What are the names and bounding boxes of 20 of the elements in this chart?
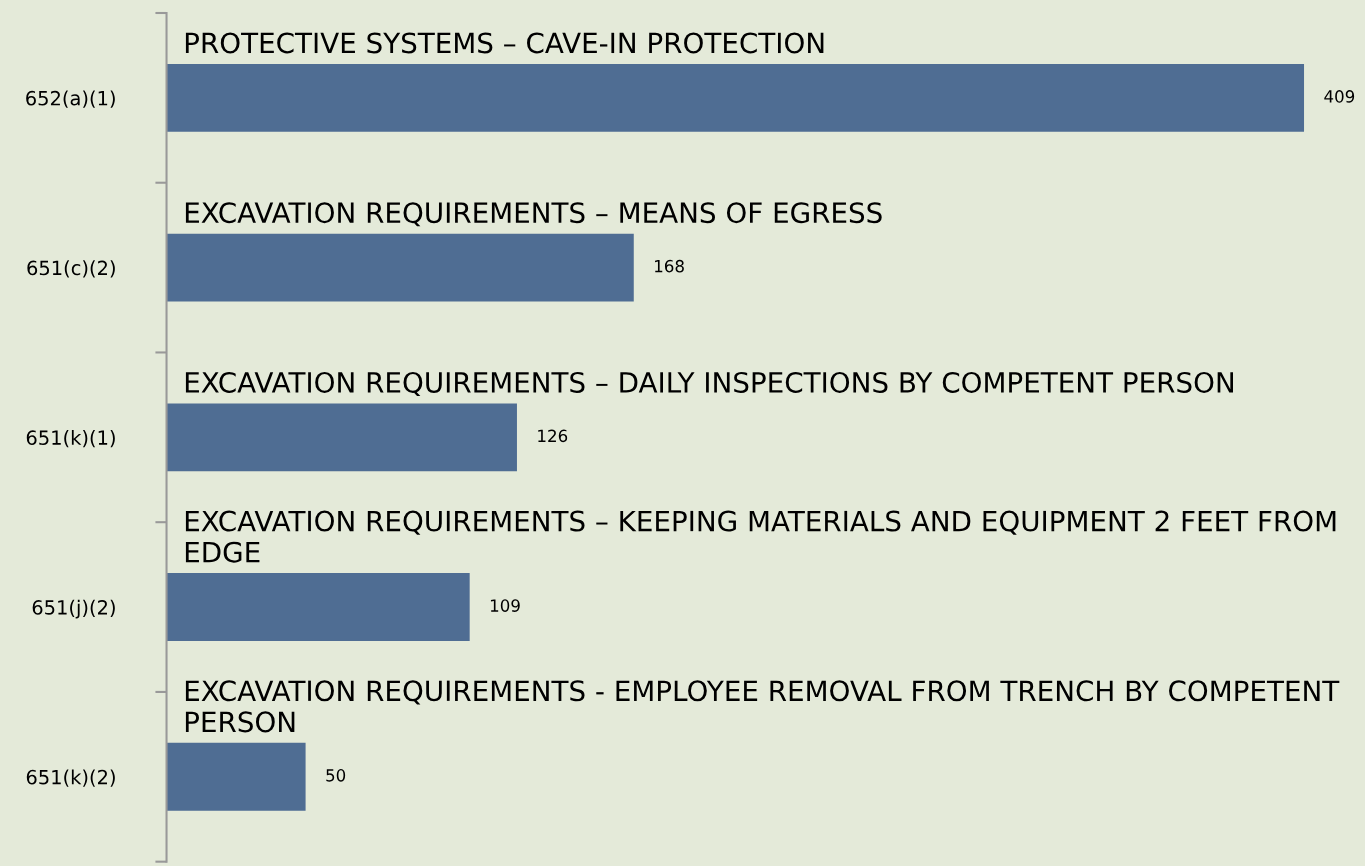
y-tick-label: 651(c)(2) [27, 260, 115, 278]
y-tick-label: 651(j)(2) [32, 599, 115, 619]
y-tick-label: 652(a)(1) [26, 90, 115, 108]
y-tick-label: 651(k)(2) [26, 769, 115, 787]
data-label: 50 [326, 769, 346, 782]
annotation: EXCAVATION REQUIREMENTS - EMPLOYEE REMOVAL FROM TRENCH BY COMPETENT PERSON [185, 680, 1340, 733]
data-label: 409 [1324, 90, 1355, 103]
bar [166, 403, 517, 472]
annotation: EXCAVATION REQUIREMENTS – DAILY INSPECTIONS BY COMPETENT PERSON [185, 371, 1233, 397]
y-tick-label: 651(k)(1) [26, 429, 115, 448]
data-label: 168 [655, 259, 684, 273]
bar [166, 742, 306, 811]
bar [166, 573, 470, 642]
data-label: 126 [538, 429, 568, 443]
bar [166, 233, 634, 302]
annotation: EXCAVATION REQUIREMENTS – MEANS OF EGRESS [185, 202, 882, 227]
data-label: 109 [490, 599, 520, 612]
annotation: PROTECTIVE SYSTEMS – CAVE-IN PROTECTION [185, 32, 824, 54]
bar [166, 63, 1305, 132]
annotation: EXCAVATION REQUIREMENTS – KEEPING MATERIALS AND EQUIPMENT 2 FEET FROM EDGE [185, 510, 1336, 563]
